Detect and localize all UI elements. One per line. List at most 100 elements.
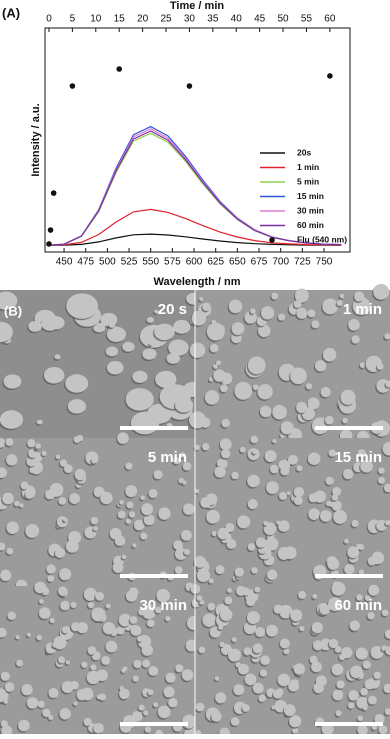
particle — [209, 343, 219, 353]
particle — [220, 608, 233, 621]
particle — [59, 568, 72, 581]
particle — [37, 700, 45, 708]
particle — [34, 581, 47, 594]
x2-tick-label: 10 — [90, 14, 102, 25]
particle — [325, 476, 334, 485]
particle — [364, 679, 375, 690]
particle — [335, 710, 342, 717]
particle — [90, 664, 97, 671]
particle — [69, 493, 81, 505]
particle — [371, 724, 377, 731]
particle — [125, 485, 138, 498]
spectrum-line — [46, 233, 342, 246]
particle — [331, 581, 346, 596]
legend-label: 1 min — [297, 162, 319, 172]
particle — [320, 510, 332, 522]
particle — [305, 383, 313, 390]
particle — [0, 569, 12, 582]
particle — [211, 530, 218, 537]
particle — [237, 515, 251, 529]
particle — [71, 622, 81, 632]
particle — [314, 360, 327, 372]
particle — [308, 508, 320, 520]
particle — [271, 705, 276, 710]
particle — [214, 676, 220, 681]
particle — [154, 323, 175, 341]
particle — [87, 646, 97, 655]
particle — [58, 656, 66, 664]
particle — [357, 715, 363, 722]
particle — [244, 311, 257, 324]
particle — [42, 708, 51, 718]
particle — [101, 655, 111, 665]
particle — [165, 615, 171, 622]
particle — [165, 672, 176, 683]
particle — [286, 491, 291, 496]
particle — [362, 660, 371, 669]
particle — [183, 503, 195, 515]
particle — [112, 562, 124, 573]
particle — [173, 319, 191, 334]
particle — [52, 642, 59, 648]
particle — [43, 367, 65, 384]
particle — [142, 659, 151, 668]
particle — [91, 607, 106, 622]
particle — [328, 449, 336, 457]
particle — [64, 464, 73, 473]
particle — [130, 411, 160, 435]
particle — [114, 535, 126, 547]
particle — [214, 466, 226, 478]
particle — [121, 668, 126, 673]
particle — [374, 714, 385, 725]
particle — [265, 537, 279, 551]
particle — [263, 520, 269, 526]
particle — [273, 604, 283, 614]
particle — [358, 569, 365, 576]
data-point — [46, 241, 52, 247]
legend-label: 60 min — [297, 220, 324, 230]
particle — [289, 715, 302, 728]
particle — [227, 588, 232, 593]
x2-tick-label: 40 — [231, 14, 243, 25]
particle — [206, 322, 225, 341]
particle — [342, 417, 348, 424]
particle — [325, 501, 332, 507]
particle — [271, 292, 279, 300]
particle — [7, 611, 16, 621]
particle — [233, 684, 245, 696]
particle — [211, 711, 222, 722]
particle — [220, 384, 228, 393]
particle — [195, 702, 205, 712]
particle — [252, 384, 259, 391]
particle — [65, 374, 89, 393]
particle — [234, 567, 245, 577]
sem-image: 15 min — [192, 435, 390, 590]
particle — [244, 673, 257, 686]
particle — [221, 418, 230, 428]
particle — [357, 724, 368, 736]
particle — [278, 520, 290, 532]
particle — [25, 524, 40, 538]
data-point — [186, 83, 193, 89]
particle — [255, 627, 266, 638]
particle — [283, 704, 296, 717]
particle — [312, 640, 324, 651]
particle — [116, 626, 125, 635]
scale-bar — [120, 426, 188, 430]
particle — [141, 644, 154, 656]
particle — [252, 449, 258, 455]
sem-image: 1 min — [187, 283, 390, 446]
sem-image: 5 min — [0, 432, 195, 593]
particle — [334, 645, 342, 653]
particle — [344, 538, 349, 544]
particle — [105, 603, 111, 609]
particle — [272, 438, 277, 444]
particle — [46, 564, 56, 574]
particle — [202, 302, 211, 311]
particle — [252, 682, 264, 694]
particle — [20, 481, 29, 490]
particle — [325, 415, 334, 425]
x-tick-label: 675 — [251, 257, 268, 268]
particle — [140, 495, 146, 501]
particle — [247, 356, 266, 375]
